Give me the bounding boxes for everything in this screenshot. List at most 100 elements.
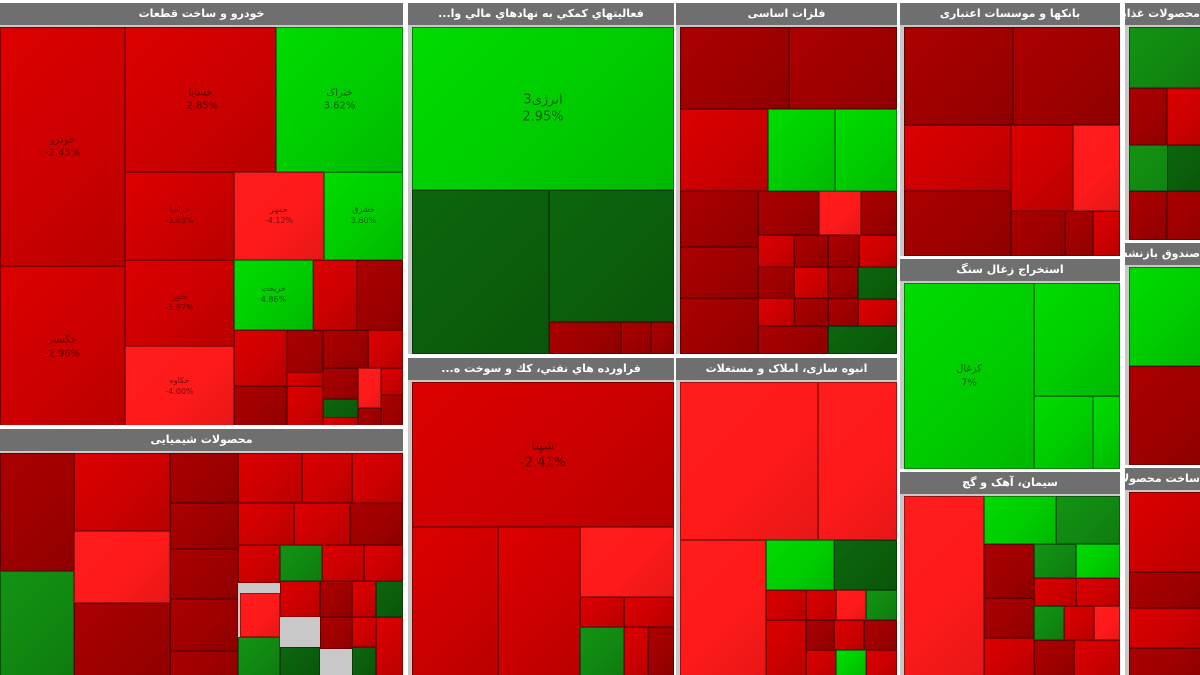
- treemap-tile[interactable]: خساپا -2.85%: [125, 27, 276, 172]
- treemap-tile[interactable]: [1129, 191, 1167, 240]
- treemap-tile[interactable]: [1167, 191, 1200, 240]
- sector-title[interactable]: فعاليتهاي كمكي به نهادهاي مالي وا...: [408, 3, 674, 25]
- sector-title[interactable]: ساخت محصولات فلزی: [1125, 468, 1200, 490]
- treemap-tile[interactable]: [1167, 145, 1200, 191]
- treemap-tile[interactable]: [381, 395, 403, 425]
- treemap-tile[interactable]: [866, 590, 897, 620]
- treemap-tile[interactable]: [238, 503, 294, 545]
- treemap-tile[interactable]: [1076, 578, 1120, 606]
- treemap-tile[interactable]: [287, 386, 323, 425]
- treemap-tile[interactable]: [819, 191, 861, 235]
- treemap-tile[interactable]: [313, 260, 357, 330]
- treemap-tile[interactable]: [280, 647, 320, 675]
- treemap-tile[interactable]: کزغال 7%: [904, 283, 1034, 469]
- treemap-tile[interactable]: شپنا -2.41%: [412, 382, 674, 527]
- treemap-tile[interactable]: [794, 235, 828, 267]
- treemap-tile[interactable]: [1093, 396, 1120, 469]
- treemap-tile[interactable]: [766, 590, 806, 620]
- sector-title[interactable]: انبوه سازی، املاک و مستغلات: [676, 358, 897, 380]
- treemap-tile[interactable]: [758, 267, 794, 298]
- sector-panel-coal[interactable]: استخراج زغال سنگ کزغال 7%: [900, 259, 1120, 469]
- sector-title[interactable]: فلزات اساسی: [676, 3, 897, 25]
- treemap-tile[interactable]: [1034, 640, 1074, 675]
- treemap-tile[interactable]: [1129, 492, 1200, 572]
- treemap-tile[interactable]: [858, 267, 897, 299]
- treemap-tile[interactable]: [238, 637, 280, 675]
- treemap-tile[interactable]: [280, 581, 320, 617]
- treemap-tile[interactable]: [74, 453, 170, 531]
- treemap-tile[interactable]: [828, 267, 858, 298]
- treemap-tile[interactable]: [1076, 544, 1120, 578]
- treemap-tile[interactable]: [828, 298, 858, 326]
- treemap-tile[interactable]: [758, 235, 794, 267]
- treemap-tile[interactable]: [818, 382, 897, 540]
- treemap-tile[interactable]: [498, 527, 580, 675]
- sector-title[interactable]: سیمان، آهک و گچ: [900, 472, 1120, 494]
- treemap-tile[interactable]: [412, 527, 498, 675]
- treemap-tile[interactable]: [904, 496, 984, 675]
- treemap-tile[interactable]: خزامیا -3.63%: [125, 172, 234, 260]
- treemap-tile[interactable]: [1094, 606, 1120, 640]
- treemap-tile[interactable]: [376, 581, 403, 617]
- treemap-tile[interactable]: خمهر -4.12%: [234, 172, 324, 260]
- treemap-tile[interactable]: خشرق 3.60%: [324, 172, 403, 260]
- treemap-tile[interactable]: [904, 125, 1011, 191]
- treemap-tile[interactable]: خکاوه -4.00%: [125, 346, 234, 425]
- treemap-tile[interactable]: [549, 190, 674, 322]
- treemap-tile[interactable]: [412, 190, 549, 354]
- sector-panel-chem[interactable]: محصولات شیمیایی: [0, 429, 403, 675]
- treemap-tile[interactable]: [984, 598, 1034, 638]
- treemap-tile[interactable]: [352, 647, 376, 675]
- treemap-tile[interactable]: [1064, 606, 1094, 640]
- treemap-tile[interactable]: خودرو -2.43%: [0, 27, 125, 266]
- treemap-tile[interactable]: [1034, 578, 1076, 606]
- treemap-tile[interactable]: [758, 191, 819, 235]
- treemap-tile[interactable]: [376, 617, 403, 675]
- treemap-tile[interactable]: [357, 260, 403, 330]
- treemap-tile[interactable]: [1129, 608, 1200, 648]
- treemap-tile[interactable]: [170, 503, 238, 549]
- treemap-tile[interactable]: [364, 545, 403, 581]
- treemap-tile[interactable]: [859, 235, 897, 267]
- sector-panel-oil[interactable]: فراورده هاي نفتي، كك و سوخت ه... شپنا -2.4…: [408, 358, 674, 675]
- treemap-tile[interactable]: [836, 650, 866, 675]
- treemap-tile[interactable]: [648, 627, 674, 675]
- treemap-tile[interactable]: [323, 368, 358, 399]
- treemap-tile[interactable]: [0, 453, 74, 571]
- treemap-tile[interactable]: [238, 453, 302, 503]
- treemap-tile[interactable]: [280, 545, 322, 581]
- treemap-tile[interactable]: [302, 453, 352, 503]
- treemap-tile[interactable]: [0, 571, 74, 675]
- treemap-tile[interactable]: [1093, 211, 1120, 256]
- treemap-tile[interactable]: [806, 650, 836, 675]
- treemap-tile[interactable]: [350, 503, 403, 545]
- treemap-tile[interactable]: [1129, 366, 1200, 465]
- treemap-tile[interactable]: [320, 581, 352, 617]
- sector-panel-metals[interactable]: فلزات اساسی: [676, 3, 897, 354]
- treemap-tile[interactable]: [1011, 125, 1073, 211]
- sector-title[interactable]: محصولات شیمیایی: [0, 429, 403, 451]
- treemap-tile[interactable]: [624, 627, 648, 675]
- treemap-tile[interactable]: ختراک 3.62%: [276, 27, 403, 172]
- treemap-tile[interactable]: [866, 650, 897, 675]
- treemap-tile[interactable]: [1065, 211, 1093, 256]
- treemap-tile[interactable]: [1129, 27, 1200, 88]
- treemap-tile[interactable]: خریخت 4.86%: [234, 260, 313, 330]
- treemap-tile[interactable]: [352, 453, 403, 503]
- treemap-tile[interactable]: [768, 109, 835, 191]
- treemap-tile[interactable]: [170, 453, 238, 503]
- treemap-tile[interactable]: [834, 620, 864, 650]
- treemap-tile[interactable]: [806, 620, 834, 650]
- treemap-tile[interactable]: [794, 267, 828, 298]
- treemap-tile[interactable]: [680, 382, 818, 540]
- treemap-tile[interactable]: [234, 330, 287, 386]
- treemap-tile[interactable]: [322, 545, 364, 581]
- treemap-tile[interactable]: [904, 27, 1013, 125]
- treemap-tile[interactable]: [834, 540, 897, 590]
- sector-title[interactable]: بانکها و موسسات اعتباری: [900, 3, 1120, 25]
- sector-panel-cement[interactable]: سیمان، آهک و گچ: [900, 472, 1120, 675]
- treemap-tile[interactable]: [580, 597, 624, 627]
- treemap-tile[interactable]: [1034, 396, 1093, 469]
- treemap-tile[interactable]: [1074, 640, 1120, 675]
- treemap-tile[interactable]: [1056, 496, 1120, 544]
